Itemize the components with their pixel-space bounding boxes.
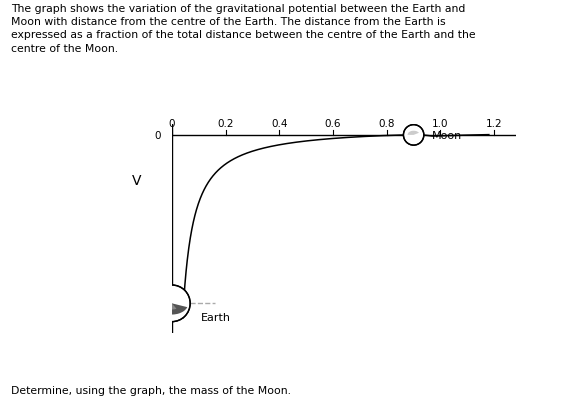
Text: 0.6: 0.6 [325, 119, 342, 129]
Ellipse shape [403, 126, 424, 146]
Wedge shape [407, 132, 419, 136]
Text: 0.2: 0.2 [217, 119, 234, 129]
Text: 0: 0 [168, 119, 175, 129]
Wedge shape [163, 304, 176, 310]
Text: Earth: Earth [201, 313, 231, 323]
Text: 0.8: 0.8 [379, 119, 395, 129]
Text: 0: 0 [155, 130, 161, 140]
Text: Determine, using the graph, the mass of the Moon.: Determine, using the graph, the mass of … [11, 385, 292, 395]
Text: Moon: Moon [432, 131, 462, 140]
Text: V: V [132, 174, 142, 188]
Text: The graph shows the variation of the gravitational potential between the Earth a: The graph shows the variation of the gra… [11, 4, 476, 53]
Text: 1.2: 1.2 [486, 119, 503, 129]
Wedge shape [155, 300, 187, 315]
Text: 0.4: 0.4 [271, 119, 288, 129]
Ellipse shape [154, 285, 190, 322]
Text: 1.0: 1.0 [432, 119, 449, 129]
